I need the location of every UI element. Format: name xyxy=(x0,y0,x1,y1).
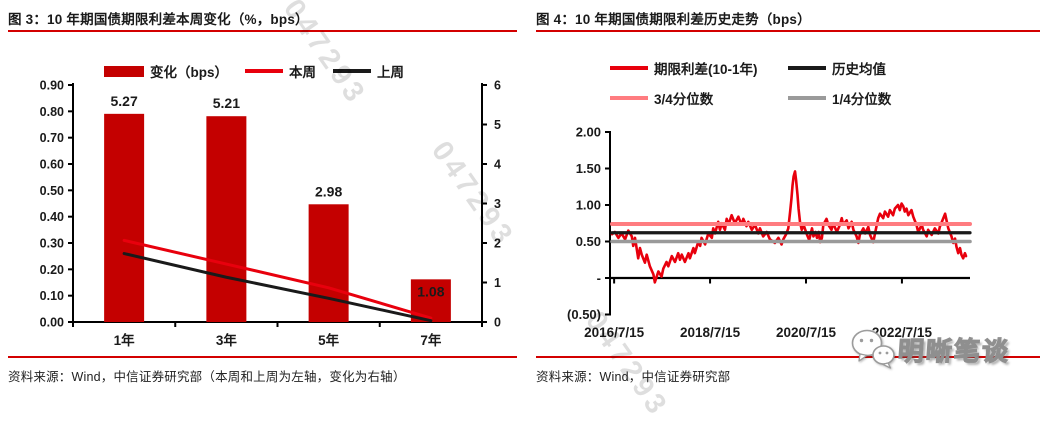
svg-text:2016/7/15: 2016/7/15 xyxy=(584,325,645,340)
svg-text:1.08: 1.08 xyxy=(417,283,444,299)
legend-label: 历史均值 xyxy=(832,62,886,77)
legend-label: 3/4分位数 xyxy=(654,92,714,107)
legend-label: 本周 xyxy=(289,65,317,80)
figure-3-bottom-rule xyxy=(8,356,517,358)
figure-3-title: 图 3：10 年期国债期限利差本周变化（%，bps） xyxy=(8,12,309,27)
legend-item: 变化（bps） xyxy=(104,61,228,81)
legend-line-swatch xyxy=(610,66,648,70)
svg-text:-: - xyxy=(597,271,601,286)
legend-line-swatch xyxy=(788,96,826,100)
figure-4-chart: 2.00 1.50 1.00 0.50 - (0.50) 2016/7/15 2018/7/1… xyxy=(567,125,972,340)
svg-text:6: 6 xyxy=(494,80,501,93)
legend-line-swatch xyxy=(610,96,648,100)
svg-text:5.27: 5.27 xyxy=(111,93,138,109)
wechat-account-watermark: 明晰笔谈 xyxy=(850,328,1012,370)
legend-line-swatch xyxy=(333,69,372,73)
svg-text:1.00: 1.00 xyxy=(576,198,601,213)
legend-item: 上周 xyxy=(333,61,404,81)
svg-text:(0.50): (0.50) xyxy=(567,307,601,322)
svg-text:0.50: 0.50 xyxy=(576,234,601,249)
figure-3-chart: 0.00 0.10 0.20 0.30 0.40 0.50 0.60 0.70 0.80 0.90… xyxy=(40,80,501,348)
legend-label: 1/4分位数 xyxy=(832,92,892,107)
svg-text:0.50: 0.50 xyxy=(40,184,64,198)
legend-bar-swatch xyxy=(104,65,144,77)
svg-text:0.00: 0.00 xyxy=(40,316,64,330)
svg-text:0.80: 0.80 xyxy=(40,105,64,119)
svg-text:0.90: 0.90 xyxy=(40,80,64,93)
legend-item: 1/4分位数 xyxy=(788,88,891,108)
figure-4-source: 资料来源：Wind，中信证券研究部 xyxy=(536,370,731,384)
svg-text:5: 5 xyxy=(494,118,501,132)
figure-4-title-underline xyxy=(536,30,1040,32)
wechat-icon xyxy=(851,329,895,369)
figure-4-bottom-rule xyxy=(536,356,1040,358)
svg-text:2.00: 2.00 xyxy=(576,125,601,140)
svg-text:7年: 7年 xyxy=(420,332,442,348)
figure-4-legend: 期限利差(10-1年) 历史均值 3/4分位数 1/4分位数 xyxy=(610,58,891,108)
legend-item: 期限利差(10-1年) xyxy=(610,58,788,78)
svg-text:0.10: 0.10 xyxy=(40,289,64,303)
figure-3-legend: 变化（bps） 本周 上周 xyxy=(104,61,404,81)
svg-text:3: 3 xyxy=(494,197,501,211)
figure-4-title: 图 4：10 年期国债期限利差历史走势（bps） xyxy=(536,12,811,27)
legend-label: 变化（bps） xyxy=(150,65,229,80)
figure-3-source: 资料来源：Wind，中信证券研究部（本周和上周为左轴，变化为右轴） xyxy=(8,370,406,384)
svg-text:0.30: 0.30 xyxy=(40,237,64,251)
svg-text:0.20: 0.20 xyxy=(40,263,64,277)
svg-text:2022/7/15: 2022/7/15 xyxy=(872,325,933,340)
legend-line-swatch xyxy=(788,66,826,70)
legend-item: 3/4分位数 xyxy=(610,88,788,108)
svg-text:0.70: 0.70 xyxy=(40,131,64,145)
figure-3-title-underline xyxy=(8,30,517,32)
svg-text:5年: 5年 xyxy=(318,332,340,348)
svg-text:2.98: 2.98 xyxy=(315,183,342,199)
svg-text:0.60: 0.60 xyxy=(40,158,64,172)
svg-text:2018/7/15: 2018/7/15 xyxy=(680,325,741,340)
legend-item: 历史均值 xyxy=(788,58,891,78)
svg-text:2: 2 xyxy=(494,237,501,251)
svg-text:1: 1 xyxy=(494,276,501,290)
svg-text:5.21: 5.21 xyxy=(213,95,240,111)
svg-text:1年: 1年 xyxy=(114,332,136,348)
svg-text:4: 4 xyxy=(494,158,501,172)
svg-text:2020/7/15: 2020/7/15 xyxy=(776,325,837,340)
svg-text:1.50: 1.50 xyxy=(576,161,601,176)
legend-label: 上周 xyxy=(377,65,405,80)
legend-item: 本周 xyxy=(245,61,316,81)
svg-text:3年: 3年 xyxy=(216,332,238,348)
svg-text:0.40: 0.40 xyxy=(40,210,64,224)
logo-text: 明晰笔谈 xyxy=(896,335,1011,366)
legend-line-swatch xyxy=(245,69,284,73)
legend-label: 期限利差(10-1年) xyxy=(654,62,758,77)
svg-text:0: 0 xyxy=(494,316,501,330)
